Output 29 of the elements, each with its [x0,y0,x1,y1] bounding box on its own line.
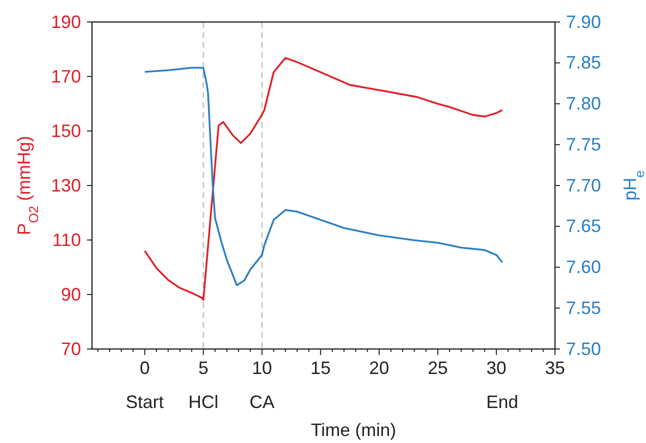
x-tick-label: 0 [140,358,150,378]
ref-line-label: HCl [188,392,218,412]
y2-tick-label: 7.85 [566,52,602,73]
x-tick-label: 5 [198,358,208,378]
y2-tick-label: 7.80 [566,94,602,114]
y2-tick-label: 7.50 [566,338,602,359]
text: Start [126,392,164,412]
y-tick-label: 170 [50,66,81,86]
y-tick-label: 190 [50,12,81,32]
y-tick-label: 70 [60,338,81,359]
text: End [486,392,518,412]
y2-tick-label: 7.55 [566,298,602,318]
ref-line-label: CA [249,392,274,412]
y-tick-label: 110 [52,230,81,250]
x-tick-label: 15 [310,358,331,378]
y-tick-label: 90 [60,284,81,304]
y-tick-label: 150 [50,120,81,141]
x-tick-label: 25 [428,358,448,378]
y2-tick-label: 7.75 [566,134,602,154]
x-tick-label: 30 [486,358,506,378]
x-axis-title: Time (min) [310,420,396,440]
y2-tick-label: 7.70 [566,175,602,196]
x-tick-label: 10 [252,358,272,378]
y2-tick-label: 7.90 [566,12,602,32]
x-tick-label: 35 [544,358,566,378]
y2-tick-label: 7.65 [566,216,602,236]
x-tick-label: 20 [369,358,390,378]
y-tick-label: 130 [50,175,81,196]
y2-tick-label: 7.60 [566,257,602,278]
